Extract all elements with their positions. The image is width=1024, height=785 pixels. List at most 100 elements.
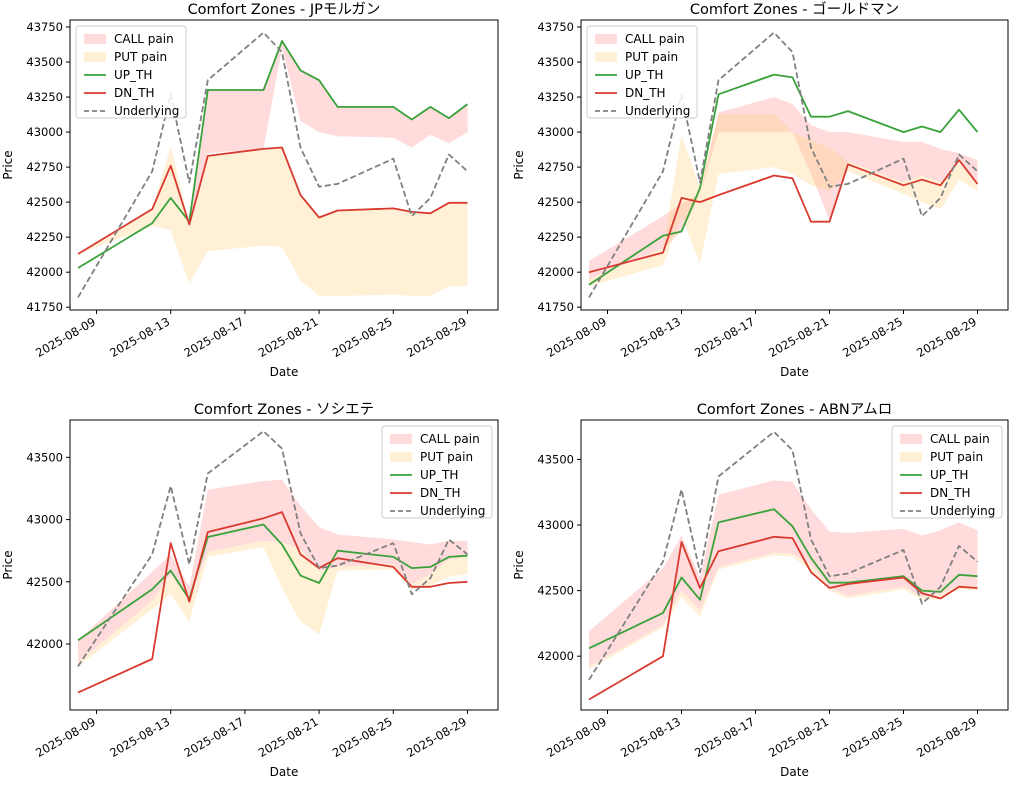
call-pain-band xyxy=(589,97,978,280)
y-tick-label: 43500 xyxy=(26,450,63,464)
x-tick-label: 2025-08-25 xyxy=(840,714,905,760)
y-tick-label: 42250 xyxy=(26,230,63,244)
y-axis-label: Price xyxy=(1,150,15,179)
y-tick-label: 42750 xyxy=(26,160,63,174)
x-tick-label: 2025-08-17 xyxy=(692,714,757,760)
y-tick-label: 43000 xyxy=(537,125,574,139)
x-tick-label: 2025-08-25 xyxy=(840,314,905,360)
y-tick-label: 43250 xyxy=(537,90,574,104)
y-axis-label: Price xyxy=(1,550,15,579)
legend-call-pain-label: CALL pain xyxy=(420,432,480,446)
legend-put-pain-label: PUT pain xyxy=(114,50,167,64)
legend-call-pain-swatch xyxy=(390,434,412,444)
legend-put-pain-label: PUT pain xyxy=(625,50,678,64)
legend-call-pain-swatch xyxy=(595,34,617,44)
x-tick-label: 2025-08-13 xyxy=(107,714,172,760)
dn-th-line xyxy=(588,159,979,274)
y-tick-label: 42500 xyxy=(26,195,63,209)
call-pain-band xyxy=(78,41,468,254)
x-tick-label: 2025-08-13 xyxy=(107,314,172,360)
legend-up-th-label: UP_TH xyxy=(114,68,152,82)
chart-panel-4: Comfort Zones - ABNアムロ 42000 42500 43000 435… xyxy=(512,402,1009,779)
dn-th-line xyxy=(77,511,468,694)
y-tick-label: 42500 xyxy=(537,584,574,598)
y-axis-label: Price xyxy=(512,150,526,179)
x-tick-label: 2025-08-21 xyxy=(766,714,831,760)
y-tick-label: 43000 xyxy=(537,518,574,532)
chart-panel-3: Comfort Zones - ソシエテ 42000 42500 43000 43500… xyxy=(1,402,499,779)
dn-th-line xyxy=(77,146,468,255)
legend-put-pain-label: PUT pain xyxy=(420,450,473,464)
up-th-line xyxy=(77,40,469,269)
dn-th-line xyxy=(588,535,978,701)
legend-call-pain-swatch xyxy=(900,434,922,444)
call-pain-band xyxy=(78,479,468,663)
legend-underlying-label: Underlying xyxy=(930,504,995,518)
y-tick-label: 42000 xyxy=(537,649,574,663)
x-tick-label: 2025-08-09 xyxy=(544,714,609,760)
x-tick-label: 2025-08-13 xyxy=(618,314,683,360)
x-axis-label: Date xyxy=(270,765,299,779)
x-axis-label: Date xyxy=(780,765,809,779)
chart-title: Comfort Zones - ゴールドマン xyxy=(690,0,899,18)
x-tick-label: 2025-08-21 xyxy=(766,314,831,360)
axes-frame xyxy=(580,419,1009,711)
y-tick-label: 42500 xyxy=(26,575,63,589)
legend-box xyxy=(586,25,698,119)
legend-put-pain-swatch xyxy=(84,52,106,62)
chart-title: Comfort Zones - JPモルガン xyxy=(188,1,381,18)
x-tick-label: 2025-08-25 xyxy=(330,714,395,760)
underlying-line xyxy=(77,31,469,298)
y-tick-label: 42000 xyxy=(537,265,574,279)
y-tick-label: 43000 xyxy=(26,513,63,527)
legend-box xyxy=(891,425,1003,519)
legend: CALL pain PUT pain UP_TH DN_TH Underlying xyxy=(891,425,1003,519)
put-pain-band xyxy=(78,146,468,296)
legend: CALL pain PUT pain UP_TH DN_TH Underlying xyxy=(75,25,187,119)
x-tick-label: 2025-08-25 xyxy=(330,314,395,360)
x-tick-label: 2025-08-09 xyxy=(33,314,98,360)
legend-dn-th-label: DN_TH xyxy=(930,486,971,500)
y-axis-label: Price xyxy=(512,550,526,579)
y-tick-label: 42000 xyxy=(26,637,63,651)
legend-underlying-label: Underlying xyxy=(114,104,179,118)
x-axis-label: Date xyxy=(780,365,809,379)
x-tick-label: 2025-08-09 xyxy=(544,314,609,360)
axes-frame xyxy=(69,19,499,311)
legend-put-pain-swatch xyxy=(390,452,412,462)
legend: CALL pain PUT pain UP_TH DN_TH Underlying xyxy=(586,25,698,119)
underlying-line xyxy=(588,430,979,681)
legend-dn-th-label: DN_TH xyxy=(420,486,461,500)
up-th-line xyxy=(588,73,979,286)
legend-put-pain-swatch xyxy=(595,52,617,62)
legend-call-pain-swatch xyxy=(84,34,106,44)
y-tick-label: 43250 xyxy=(26,90,63,104)
chart-title: Comfort Zones - ABNアムロ xyxy=(697,402,892,418)
chart-panel-1: Comfort Zones - JPモルガン 41750 42000 42250 425… xyxy=(1,1,499,379)
y-tick-label: 43500 xyxy=(26,55,63,69)
legend-call-pain-label: CALL pain xyxy=(930,432,990,446)
legend-up-th-label: UP_TH xyxy=(420,468,458,482)
legend-put-pain-swatch xyxy=(900,452,922,462)
x-tick-label: 2025-08-29 xyxy=(914,314,979,360)
x-tick-label: 2025-08-29 xyxy=(404,314,469,360)
put-pain-band xyxy=(589,113,978,287)
x-tick-label: 2025-08-17 xyxy=(182,314,247,360)
x-tick-label: 2025-08-21 xyxy=(256,314,321,360)
underlying-line xyxy=(77,430,469,667)
up-th-line xyxy=(77,523,468,642)
underlying-line xyxy=(588,31,979,298)
x-tick-label: 2025-08-29 xyxy=(404,714,469,760)
y-tick-label: 41750 xyxy=(26,300,63,314)
y-tick-label: 41750 xyxy=(537,300,574,314)
legend-call-pain-label: CALL pain xyxy=(625,32,685,46)
x-tick-label: 2025-08-17 xyxy=(182,714,247,760)
legend: CALL pain PUT pain UP_TH DN_TH Underlying xyxy=(381,425,493,519)
legend-box xyxy=(381,425,493,519)
axes-frame xyxy=(69,419,499,711)
legend-dn-th-label: DN_TH xyxy=(114,86,155,100)
chart-panel-2: Comfort Zones - ゴールドマン 41750 42000 42250 425… xyxy=(512,0,1009,379)
axes-frame xyxy=(580,19,1009,311)
legend-dn-th-label: DN_TH xyxy=(625,86,666,100)
